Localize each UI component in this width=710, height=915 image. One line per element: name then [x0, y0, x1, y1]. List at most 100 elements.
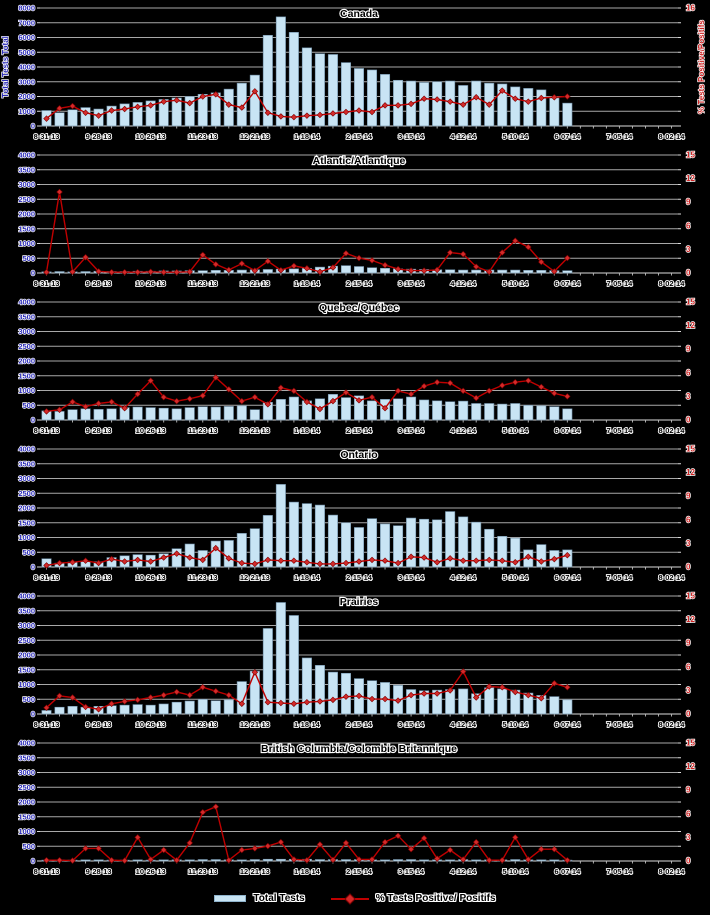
- bar: [262, 858, 273, 862]
- data-point-marker: [394, 832, 402, 840]
- bar: [41, 710, 52, 715]
- bar: [445, 269, 456, 274]
- bar: [445, 401, 456, 421]
- data-point-marker: [329, 560, 337, 568]
- data-point-marker: [316, 841, 324, 848]
- data-point-marker: [303, 112, 311, 119]
- bar: [510, 86, 521, 127]
- chart-panel-prairies: 0 500 1000 1500 2000 2500 3000 3500 4000 0 3 6 9 12 15…: [18, 591, 697, 730]
- bar: [67, 706, 78, 715]
- bar: [497, 403, 508, 421]
- data-point-marker: [303, 398, 311, 406]
- line-pct-positive: [43, 188, 571, 276]
- bar: [288, 32, 299, 127]
- bar: [132, 102, 143, 127]
- data-point-marker: [342, 250, 350, 257]
- bar: [197, 406, 208, 421]
- bar: [301, 657, 312, 715]
- data-point-marker: [134, 834, 141, 841]
- x-axis-tick-label: 9-28-13: [86, 279, 112, 288]
- bar: [119, 704, 130, 715]
- x-axis-tick-label: 6-07-14: [554, 573, 581, 582]
- bar: [353, 395, 364, 421]
- data-point-marker: [251, 845, 259, 852]
- bar: [549, 859, 560, 862]
- bar: [523, 88, 534, 127]
- bar: [419, 859, 430, 862]
- x-axis-tick-label: 11-23-13: [188, 720, 218, 729]
- data-point-marker: [147, 856, 154, 863]
- data-point-marker: [472, 263, 480, 270]
- right-axis-tick-label: 3: [686, 245, 691, 254]
- data-point-marker: [381, 261, 389, 269]
- data-point-marker: [264, 842, 272, 850]
- bar: [484, 687, 495, 715]
- data-point-marker: [512, 559, 519, 566]
- bar: [536, 859, 547, 862]
- data-point-marker: [433, 96, 441, 103]
- bar: [80, 859, 91, 862]
- data-point-marker: [134, 103, 141, 111]
- data-point-marker: [121, 857, 128, 864]
- data-point-marker: [472, 394, 480, 402]
- legend-item-pct-positive: % Tests Positive/ Positifs: [330, 893, 496, 905]
- data-point-marker: [459, 668, 467, 675]
- x-axis-tick-label: 4-12-14: [450, 132, 477, 141]
- bar: [314, 859, 325, 862]
- bar: [471, 859, 482, 862]
- bar: [406, 396, 417, 421]
- data-point-marker: [564, 684, 571, 691]
- left-axis-tick-label: 1500: [18, 518, 35, 527]
- x-axis-tick-label: 2-15-14: [346, 279, 373, 288]
- x-axis-tick-label: 2-15-14: [346, 132, 373, 141]
- bar: [562, 549, 573, 568]
- bar: [171, 548, 182, 568]
- data-point-marker: [95, 268, 102, 275]
- bar: [223, 540, 234, 568]
- left-axis-tick-label: 3500: [18, 606, 35, 615]
- bar: [236, 269, 247, 274]
- data-point-marker: [525, 243, 532, 251]
- data-point-marker: [329, 856, 337, 864]
- data-point-marker: [160, 268, 167, 276]
- x-axis-tick-label: 10-26-13: [136, 867, 166, 876]
- x-axis-tick-label: 5-10-14: [502, 867, 529, 876]
- chart-panel-british-columbia-colombie-britannique: 0 500 1000 1500 2000 2500 3000 3500 4000 0 3 6 9 12 15…: [18, 738, 697, 877]
- bar: [393, 398, 404, 421]
- x-axis-tick-label: 3-15-14: [398, 573, 425, 582]
- data-point-marker: [459, 557, 467, 564]
- data-point-marker: [290, 113, 298, 121]
- x-axis-tick-label: 10-26-13: [136, 426, 166, 435]
- bar: [223, 699, 234, 715]
- bar: [510, 403, 521, 421]
- data-point-marker: [147, 694, 154, 701]
- data-point-marker: [420, 382, 428, 390]
- bar: [184, 859, 195, 862]
- right-axis-tick-label: 16: [686, 4, 695, 13]
- data-point-marker: [160, 98, 167, 105]
- bar: [184, 407, 195, 421]
- left-axis-tick-label: 1500: [18, 812, 35, 821]
- data-point-marker: [56, 406, 63, 413]
- bar: [445, 511, 456, 568]
- bar: [197, 859, 208, 862]
- data-point-marker: [485, 101, 493, 108]
- data-point-marker: [186, 691, 193, 699]
- data-point-marker: [147, 102, 154, 109]
- data-point-marker: [95, 112, 102, 119]
- left-axis-tick-label: 500: [22, 548, 35, 557]
- right-axis-tick-label: 12: [686, 174, 695, 183]
- data-point-marker: [512, 237, 519, 244]
- bar: [210, 540, 221, 568]
- bar: [380, 859, 391, 862]
- data-point-marker: [329, 397, 337, 405]
- right-axis-tick-label: 6: [686, 515, 691, 524]
- bar: [275, 399, 286, 421]
- left-axis-tick-label: 2000: [18, 798, 35, 807]
- left-axis-tick-label: 1500: [18, 371, 35, 380]
- x-axis-tick-label: 12-21-13: [240, 720, 270, 729]
- bar: [340, 62, 351, 127]
- data-point-marker: [564, 93, 571, 100]
- data-point-marker: [316, 698, 324, 705]
- left-axis-tick-label: 1000: [18, 107, 35, 116]
